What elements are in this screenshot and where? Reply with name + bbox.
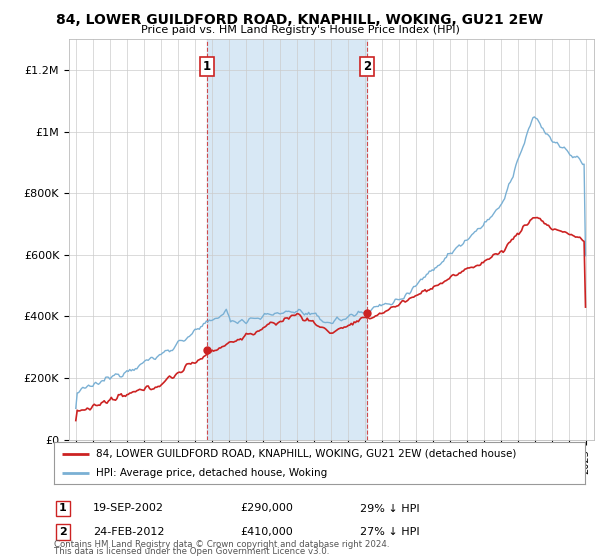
Text: 84, LOWER GUILDFORD ROAD, KNAPHILL, WOKING, GU21 2EW: 84, LOWER GUILDFORD ROAD, KNAPHILL, WOKI…	[56, 13, 544, 27]
Bar	[207, 39, 367, 440]
Text: This data is licensed under the Open Government Licence v3.0.: This data is licensed under the Open Gov…	[54, 547, 329, 556]
Text: £410,000: £410,000	[240, 527, 293, 537]
Text: 27% ↓ HPI: 27% ↓ HPI	[360, 527, 419, 537]
Text: 24-FEB-2012: 24-FEB-2012	[93, 527, 164, 537]
Text: 2: 2	[59, 527, 67, 537]
Text: 19-SEP-2002: 19-SEP-2002	[93, 503, 164, 514]
Text: £290,000: £290,000	[240, 503, 293, 514]
Text: Price paid vs. HM Land Registry's House Price Index (HPI): Price paid vs. HM Land Registry's House …	[140, 25, 460, 35]
Text: 29% ↓ HPI: 29% ↓ HPI	[360, 503, 419, 514]
Text: 1: 1	[59, 503, 67, 514]
Text: Contains HM Land Registry data © Crown copyright and database right 2024.: Contains HM Land Registry data © Crown c…	[54, 540, 389, 549]
Text: 2: 2	[363, 60, 371, 73]
Text: 1: 1	[203, 60, 211, 73]
Text: HPI: Average price, detached house, Woking: HPI: Average price, detached house, Woki…	[97, 468, 328, 478]
Text: 84, LOWER GUILDFORD ROAD, KNAPHILL, WOKING, GU21 2EW (detached house): 84, LOWER GUILDFORD ROAD, KNAPHILL, WOKI…	[97, 449, 517, 459]
